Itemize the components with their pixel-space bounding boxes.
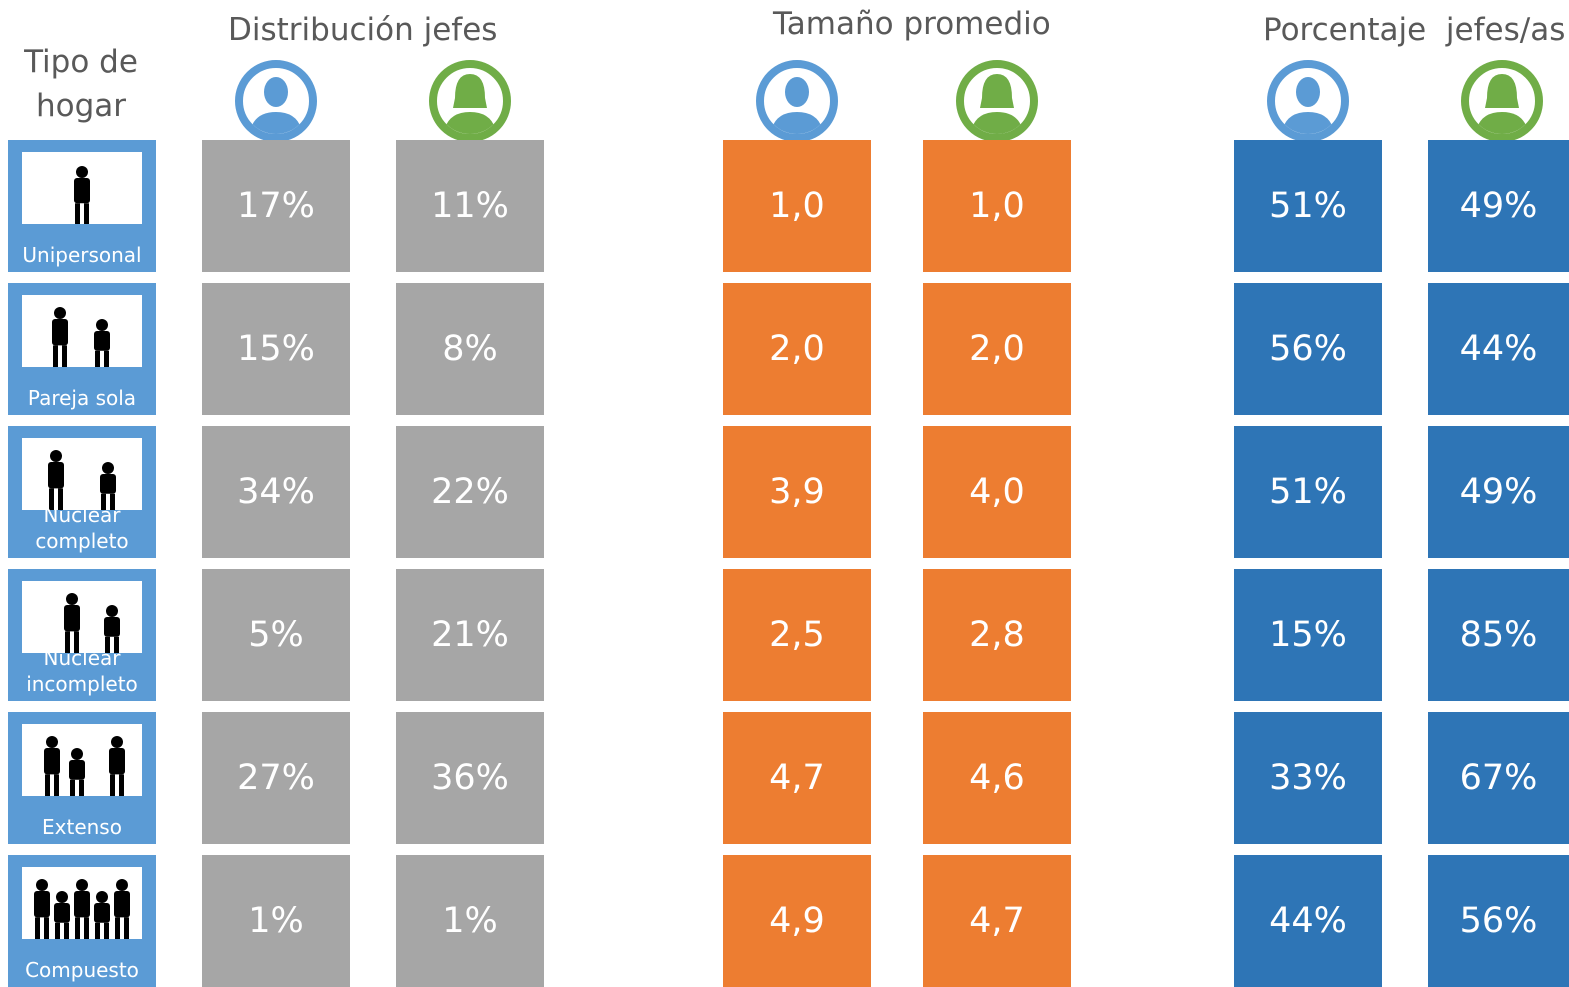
value-cell: 44% (1234, 855, 1382, 987)
value-cell: 15% (202, 283, 350, 415)
value-cell: 67% (1428, 712, 1569, 844)
row-label-text: Nuclear incompleto (26, 646, 138, 696)
value-cell: 49% (1428, 140, 1569, 272)
row-label: Compuesto (8, 855, 156, 987)
value-cell: 27% (202, 712, 350, 844)
value-cell: 21% (396, 569, 544, 701)
row-label-text: Extenso (42, 815, 122, 839)
male-icon (235, 60, 317, 142)
value-cell: 36% (396, 712, 544, 844)
value-cell: 2,5 (723, 569, 871, 701)
household-icon (22, 724, 142, 796)
household-icon (22, 152, 142, 224)
value-cell: 56% (1234, 283, 1382, 415)
female-icon (429, 60, 511, 142)
household-icon (22, 438, 142, 510)
value-cell: 2,8 (923, 569, 1071, 701)
value-cell: 51% (1234, 426, 1382, 558)
row-label-text: Compuesto (25, 958, 139, 982)
header: Tipo de hogar (24, 44, 138, 124)
value-cell: 2,0 (723, 283, 871, 415)
value-cell: 4,9 (723, 855, 871, 987)
male-icon (1267, 60, 1349, 142)
value-cell: 1,0 (723, 140, 871, 272)
section-title: Porcentaje jefes/as (1263, 12, 1566, 48)
value-cell: 3,9 (723, 426, 871, 558)
value-cell: 34% (202, 426, 350, 558)
value-cell: 22% (396, 426, 544, 558)
value-cell: 15% (1234, 569, 1382, 701)
value-cell: 85% (1428, 569, 1569, 701)
value-cell: 33% (1234, 712, 1382, 844)
value-cell: 5% (202, 569, 350, 701)
value-cell: 1,0 (923, 140, 1071, 272)
male-icon (756, 60, 838, 142)
value-cell: 4,6 (923, 712, 1071, 844)
row-label: Extenso (8, 712, 156, 844)
row-label-text: Pareja sola (27, 386, 137, 410)
household-icon (22, 295, 142, 367)
value-cell: 1% (396, 855, 544, 987)
row-label-text: Unipersonal (22, 243, 142, 267)
female-icon (1461, 60, 1543, 142)
section-title: Distribución jefes (228, 12, 498, 48)
value-cell: 8% (396, 283, 544, 415)
value-cell: 49% (1428, 426, 1569, 558)
value-cell: 4,0 (923, 426, 1071, 558)
section-title: Tamaño promedio (773, 6, 1051, 42)
value-cell: 2,0 (923, 283, 1071, 415)
row-label: Pareja sola (8, 283, 156, 415)
household-icon (22, 581, 142, 653)
row-label: Nuclear incompleto (8, 569, 156, 701)
value-cell: 44% (1428, 283, 1569, 415)
value-cell: 56% (1428, 855, 1569, 987)
value-cell: 51% (1234, 140, 1382, 272)
female-icon (956, 60, 1038, 142)
value-cell: 11% (396, 140, 544, 272)
row-label: Nuclear completo (8, 426, 156, 558)
value-cell: 17% (202, 140, 350, 272)
value-cell: 4,7 (923, 855, 1071, 987)
household-icon (22, 867, 142, 939)
value-cell: 4,7 (723, 712, 871, 844)
row-label-text: Nuclear completo (35, 503, 129, 553)
row-label: Unipersonal (8, 140, 156, 272)
value-cell: 1% (202, 855, 350, 987)
